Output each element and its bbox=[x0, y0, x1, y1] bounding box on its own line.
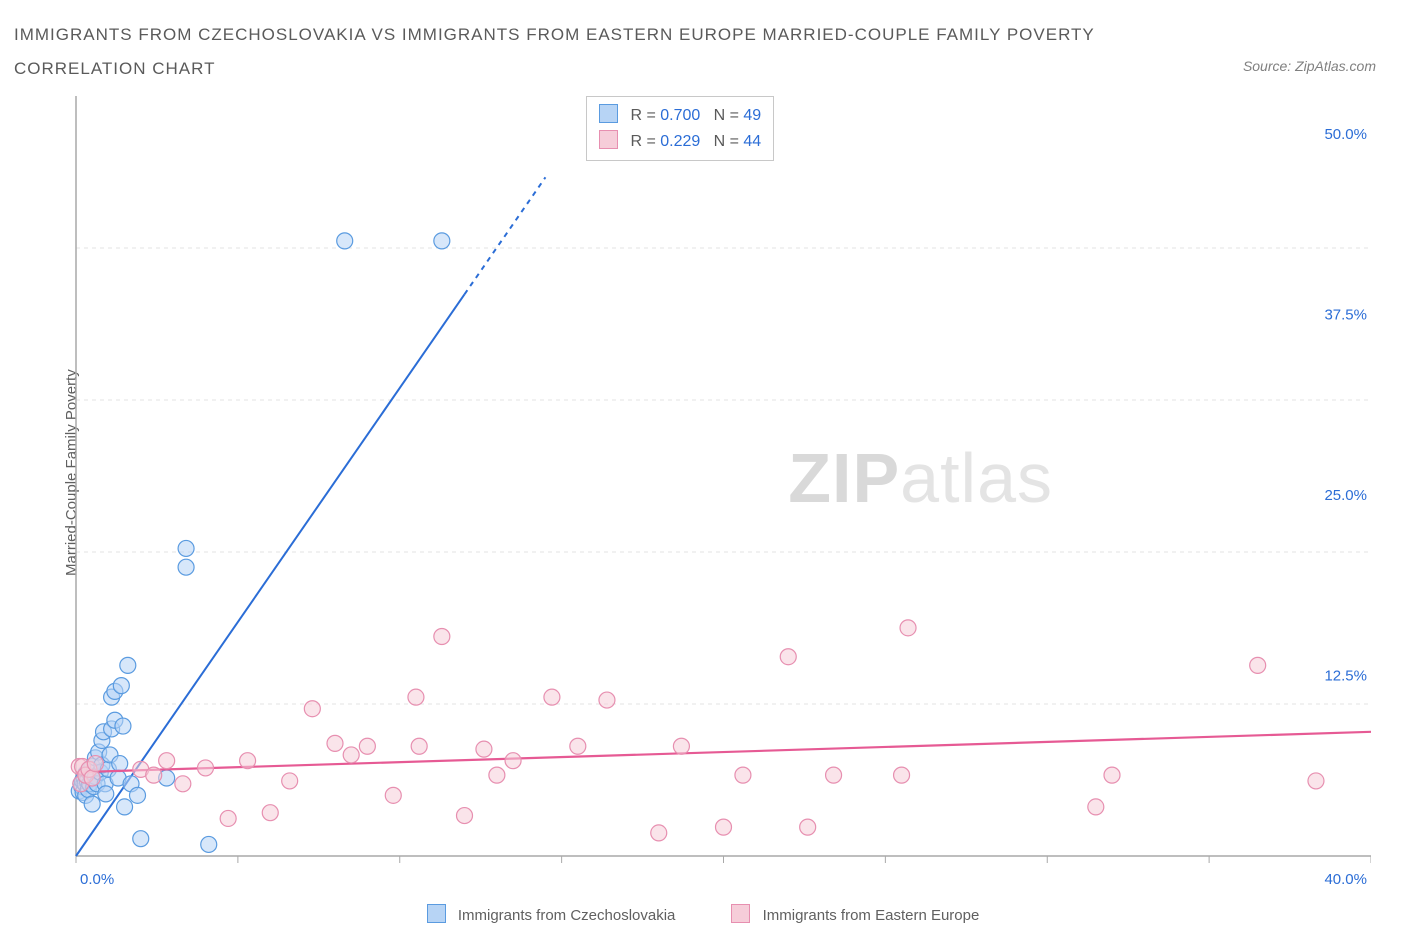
chart-svg: 12.5% 25.0% 37.5% 50.0% 0.0% 40.0% bbox=[51, 96, 1371, 896]
legend-swatch-0 bbox=[427, 904, 446, 923]
source-label: Source: ZipAtlas.com bbox=[1243, 58, 1376, 74]
legend-label-1: Immigrants from Eastern Europe bbox=[763, 907, 980, 924]
stats-legend-box: R = 0.700 N = 49 R = 0.229 N = 44 bbox=[586, 96, 774, 161]
svg-text:25.0%: 25.0% bbox=[1324, 487, 1367, 504]
svg-text:12.5%: 12.5% bbox=[1324, 668, 1367, 685]
svg-text:50.0%: 50.0% bbox=[1324, 126, 1367, 143]
legend-label-0: Immigrants from Czechoslovakia bbox=[458, 907, 676, 924]
svg-text:40.0%: 40.0% bbox=[1324, 871, 1367, 888]
svg-text:37.5%: 37.5% bbox=[1324, 307, 1367, 324]
legend-item-0: Immigrants from Czechoslovakia bbox=[427, 904, 676, 924]
legend-swatch-1 bbox=[731, 904, 750, 923]
correlation-chart: Married-Couple Family Poverty 12.5%25.0%… bbox=[51, 96, 1371, 876]
legend-item-1: Immigrants from Eastern Europe bbox=[731, 904, 979, 924]
legend: Immigrants from Czechoslovakia Immigrant… bbox=[0, 904, 1406, 924]
chart-title: IMMIGRANTS FROM CZECHOSLOVAKIA VS IMMIGR… bbox=[14, 18, 1114, 86]
svg-text:0.0%: 0.0% bbox=[80, 871, 114, 888]
